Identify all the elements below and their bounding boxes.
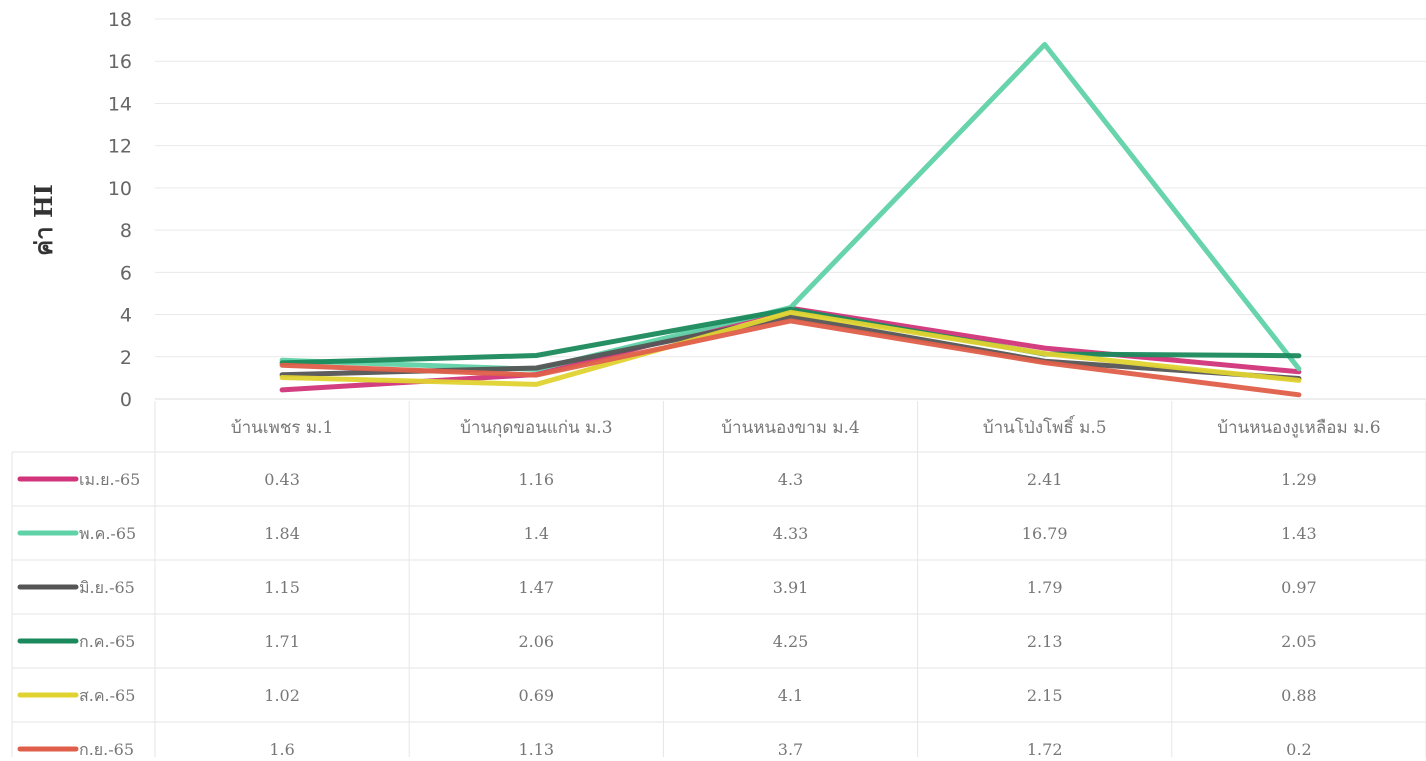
y-tick-label: 2: [120, 347, 132, 369]
data-table-cell: 4.1: [778, 686, 803, 705]
data-table-cell: 1.13: [518, 740, 554, 757]
data-table-cell: 0.69: [518, 686, 554, 705]
data-table-cell: 1.72: [1027, 740, 1063, 757]
data-table-cell: 1.29: [1281, 470, 1317, 489]
y-tick-label: 0: [120, 389, 132, 411]
data-table-cell: 2.05: [1281, 632, 1317, 651]
legend-label: ก.ย.-65: [79, 740, 134, 757]
y-axis-label: ค่า HI: [29, 184, 58, 256]
legend-label: เม.ย.-65: [79, 470, 140, 489]
data-table-cell: 1.15: [264, 578, 300, 597]
y-tick-label: 6: [120, 262, 132, 284]
category-label: บ้านหนองงูเหลือม ม.6: [1217, 418, 1380, 438]
data-table-cell: 0.88: [1281, 686, 1317, 705]
category-label: บ้านกุดขอนแก่น ม.3: [460, 418, 612, 438]
series-line: [279, 318, 1302, 398]
category-label: บ้านหนองขาม ม.4: [721, 418, 860, 438]
data-table-cell: 4.33: [773, 524, 809, 543]
data-table-cell: 1.02: [264, 686, 300, 705]
data-table-cell: 0.43: [264, 470, 300, 489]
data-table-cell: 1.6: [269, 740, 294, 757]
data-table-cell: 3.7: [778, 740, 803, 757]
data-table-cell: 0.2: [1286, 740, 1311, 757]
data-table-cell: 4.3: [778, 470, 803, 489]
legend-label: ก.ค.-65: [79, 632, 135, 651]
data-table-cell: 1.16: [518, 470, 554, 489]
data-table-cell: 4.25: [773, 632, 809, 651]
data-table-cell: 0.97: [1281, 578, 1317, 597]
y-tick-label: 16: [108, 51, 132, 73]
data-table-cell: 1.79: [1027, 578, 1063, 597]
data-table-cell: 3.91: [773, 578, 809, 597]
series-line: [279, 306, 1302, 366]
legend-label: มิ.ย.-65: [79, 578, 135, 597]
data-table-cell: 1.84: [264, 524, 300, 543]
category-label: บ้านโป่งโพธิ์ ม.5: [983, 415, 1107, 438]
series-line: [279, 309, 1302, 387]
data-table-cell: 2.15: [1027, 686, 1063, 705]
y-tick-label: 18: [108, 9, 132, 31]
category-label: บ้านเพชร ม.1: [231, 418, 333, 438]
data-table-cell: 2.13: [1027, 632, 1063, 651]
data-table-cell: 1.4: [524, 524, 549, 543]
y-tick-label: 12: [108, 136, 132, 158]
legend-label: พ.ค.-65: [79, 524, 136, 543]
data-table-cell: 2.06: [518, 632, 554, 651]
data-table-cell: 1.47: [518, 578, 554, 597]
data-table-cell: 16.79: [1022, 524, 1068, 543]
y-tick-label: 10: [108, 178, 132, 200]
y-tick-label: 14: [108, 93, 132, 115]
data-table-cell: 2.41: [1027, 470, 1063, 489]
legend-label: ส.ค.-65: [79, 686, 135, 705]
y-tick-label: 4: [120, 305, 132, 327]
data-table-cell: 1.71: [264, 632, 300, 651]
data-table-cell: 1.43: [1281, 524, 1317, 543]
y-tick-label: 8: [120, 220, 132, 242]
